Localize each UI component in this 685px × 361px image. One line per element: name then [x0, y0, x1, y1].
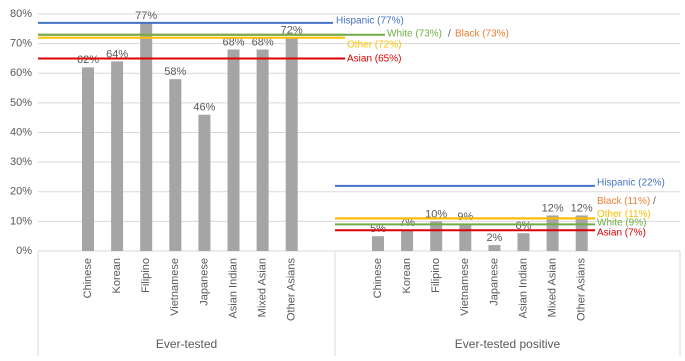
- bar: [488, 245, 501, 251]
- x-tick-label: Other Asians: [576, 258, 588, 321]
- reference-label: White (9%): [597, 218, 646, 229]
- x-tick-label: Mixed Asian: [547, 258, 559, 317]
- separator: /: [448, 29, 451, 40]
- bar: [401, 230, 414, 251]
- group-label: Ever-tested positive: [455, 337, 561, 351]
- bar: [227, 49, 240, 251]
- group-label: Ever-tested: [156, 337, 217, 351]
- bar: [517, 233, 530, 251]
- y-tick-label: 50%: [10, 97, 32, 109]
- reference-label: White (73%): [387, 29, 442, 40]
- y-tick-label: 10%: [10, 215, 32, 227]
- bar: [256, 49, 269, 251]
- bar: [140, 22, 153, 252]
- bar: [111, 61, 124, 252]
- bar: [198, 114, 211, 251]
- x-tick-label: Vietnamese: [459, 258, 471, 316]
- value-label: 64%: [106, 48, 128, 60]
- x-tick-label: Filipino: [430, 258, 442, 293]
- value-label: 46%: [193, 102, 215, 114]
- value-label: 72%: [281, 25, 303, 37]
- value-label: 68%: [252, 36, 274, 48]
- y-tick-label: 0%: [16, 245, 32, 257]
- value-label: 10%: [425, 208, 447, 220]
- separator: /: [652, 196, 656, 207]
- bar: [459, 224, 472, 251]
- bar: [372, 236, 384, 251]
- x-tick-label: Asian Indian: [227, 258, 239, 319]
- value-label: 2%: [486, 232, 502, 244]
- reference-label: Black (11%): [597, 196, 651, 207]
- reference-label: Black (73%): [455, 29, 509, 40]
- bar: [82, 67, 94, 251]
- x-tick-label: Korean: [401, 258, 413, 293]
- reference-note: Black (11%) / Other (11%): [597, 195, 683, 221]
- value-label: 12%: [571, 202, 593, 214]
- x-tick-label: Filipino: [140, 258, 152, 293]
- value-label: 7%: [399, 217, 415, 229]
- value-label: 12%: [542, 202, 564, 214]
- y-tick-label: 70%: [10, 38, 32, 50]
- value-label: 62%: [77, 54, 99, 66]
- value-label: 77%: [135, 10, 157, 22]
- bar: [285, 37, 298, 252]
- value-label: 58%: [164, 66, 186, 78]
- y-tick-label: 60%: [10, 67, 32, 79]
- value-label: 68%: [222, 36, 244, 48]
- y-tick-label: 20%: [10, 186, 32, 198]
- bar: [430, 221, 443, 251]
- value-label: 5%: [370, 223, 386, 235]
- reference-label: Asian (65%): [347, 54, 401, 65]
- reference-label: Asian (7%): [597, 228, 646, 239]
- reference-label: Hispanic (77%): [336, 16, 404, 27]
- bar: [169, 79, 182, 251]
- x-tick-label: Other Asians: [286, 258, 298, 321]
- bar: [546, 215, 559, 251]
- reference-label: Hispanic (22%): [597, 178, 665, 189]
- y-tick-label: 30%: [10, 156, 32, 168]
- reference-label: Other (11%): [597, 209, 651, 220]
- x-tick-label: Chinese: [372, 258, 384, 298]
- x-tick-label: Chinese: [82, 258, 94, 298]
- y-tick-label: 40%: [10, 126, 32, 138]
- value-label: 9%: [457, 211, 473, 223]
- x-tick-label: Vietnamese: [169, 258, 181, 316]
- reference-label: Other (72%): [347, 40, 401, 51]
- x-tick-label: Japanese: [198, 258, 210, 306]
- x-tick-label: Japanese: [488, 258, 500, 306]
- x-tick-label: Mixed Asian: [257, 258, 269, 317]
- y-tick-label: 80%: [10, 8, 32, 20]
- x-tick-label: Korean: [111, 258, 123, 293]
- value-label: 6%: [516, 220, 532, 232]
- bar: [575, 215, 588, 251]
- x-tick-label: Asian Indian: [517, 258, 529, 319]
